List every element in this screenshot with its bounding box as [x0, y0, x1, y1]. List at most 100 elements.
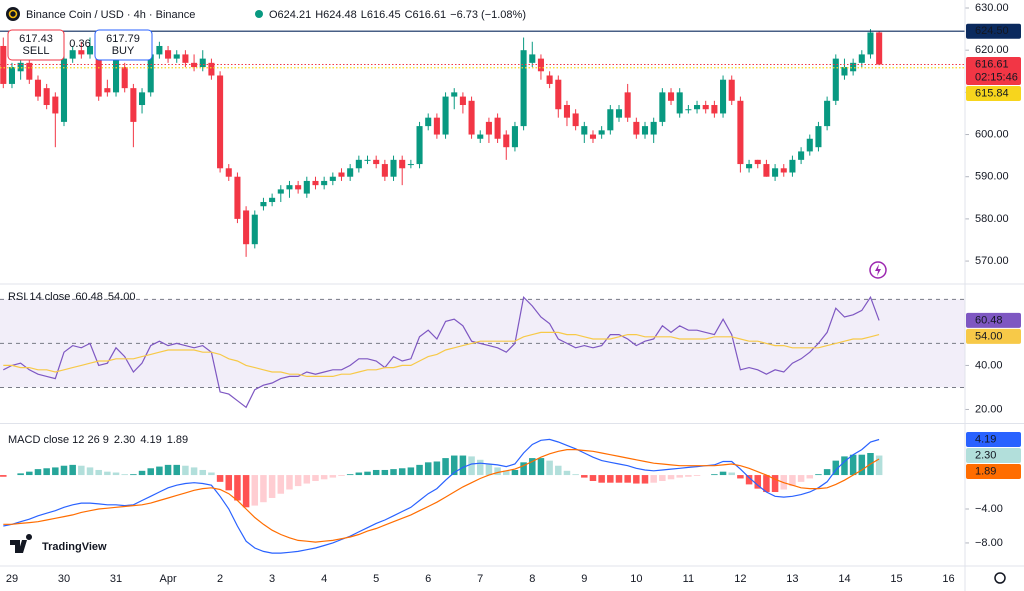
legend-text: 1.89	[167, 434, 188, 446]
candle-body	[624, 92, 631, 118]
candle-body	[876, 32, 883, 65]
candle-body	[156, 45, 163, 55]
histogram-bar	[52, 467, 59, 476]
histogram-bar	[43, 468, 50, 476]
candle-body	[563, 105, 570, 118]
price-tag	[966, 464, 1021, 480]
price-tag-label: 60.48	[975, 314, 1003, 326]
candle-body	[537, 58, 544, 72]
histogram-bar	[95, 469, 102, 476]
candle-body	[147, 54, 154, 93]
candle-body	[806, 138, 813, 152]
histogram-bar	[329, 475, 337, 478]
histogram-bar	[797, 475, 805, 482]
indicator-line	[3, 449, 880, 543]
candle-body	[95, 45, 102, 97]
candle-body	[789, 159, 796, 173]
brand-logo	[10, 534, 33, 553]
chart-title: Binance Coin / USD · 4h · Binance	[26, 9, 195, 21]
histogram-bar	[875, 455, 883, 476]
legend-text: H624.48	[315, 9, 357, 21]
histogram-bar	[771, 475, 779, 493]
histogram-bar	[173, 464, 180, 476]
histogram-bar	[355, 472, 363, 476]
histogram-bar	[728, 472, 735, 476]
histogram-bar	[529, 458, 536, 476]
histogram-bar	[823, 469, 831, 476]
candle-body	[555, 79, 562, 110]
histogram-bar	[754, 475, 761, 489]
price-tag-label: 4.19	[975, 433, 996, 445]
candle-body	[69, 50, 76, 59]
histogram-bar	[832, 460, 840, 476]
price-tag-label: 624.50	[975, 25, 1009, 37]
histogram-bar	[216, 475, 224, 482]
candle-body	[615, 109, 623, 118]
histogram-bar	[633, 475, 640, 484]
settings-icon[interactable]	[994, 572, 1006, 584]
x-tick-label: 15	[890, 573, 902, 585]
sell-button[interactable]	[7, 29, 65, 61]
histogram-bar	[34, 469, 42, 476]
candle-body	[485, 121, 492, 135]
candle-body	[34, 79, 42, 97]
histogram-bar	[641, 475, 649, 484]
candle-body	[763, 164, 770, 177]
y-tick-label: 630.00	[975, 2, 1009, 14]
histogram-bar	[607, 475, 614, 483]
x-tick-label: 4	[321, 573, 327, 585]
candle-body	[321, 180, 328, 186]
histogram-bar	[659, 475, 666, 481]
candle-body	[60, 58, 68, 122]
histogram-bar	[225, 475, 233, 491]
histogram-bar	[104, 471, 111, 476]
histogram-bar	[294, 475, 302, 487]
histogram-bar	[164, 464, 172, 476]
buy-button[interactable]	[94, 29, 153, 61]
candle-body	[676, 92, 683, 114]
histogram-bar	[208, 472, 215, 476]
candle-body	[451, 92, 458, 97]
price-tag	[966, 85, 1021, 101]
y-tick-label: −8.00	[975, 537, 1003, 549]
price-tag	[966, 312, 1021, 328]
histogram-bar	[650, 475, 657, 483]
histogram-bar	[78, 465, 85, 476]
candle-body	[798, 151, 805, 160]
x-tick-label: 14	[838, 573, 850, 585]
histogram-bar	[69, 464, 76, 476]
candle-body	[390, 159, 397, 177]
candle-body	[598, 130, 605, 135]
candle-body	[503, 134, 510, 148]
candle-body	[702, 105, 709, 110]
legend-text: O624.21	[269, 9, 311, 21]
candle-body	[407, 164, 414, 166]
histogram-bar	[242, 475, 250, 508]
histogram-bar	[520, 462, 527, 476]
histogram-bar	[0, 475, 7, 477]
candle-body	[173, 54, 180, 59]
histogram-bar	[849, 454, 857, 476]
legend-text: −6.73 (−1.08%)	[450, 9, 526, 21]
histogram-bar	[268, 475, 276, 498]
candle-body	[494, 117, 501, 139]
histogram-bar	[858, 454, 866, 476]
histogram-bar	[667, 475, 675, 480]
sell-price: 617.43	[19, 33, 53, 45]
buy-price: 617.79	[106, 33, 140, 45]
candle-body	[303, 180, 310, 194]
alert-icon[interactable]	[869, 261, 887, 279]
price-tag	[966, 23, 1021, 39]
candle-body	[260, 202, 267, 207]
price-tag	[966, 432, 1021, 448]
histogram-bar	[381, 469, 389, 476]
candle-body	[112, 58, 120, 93]
candle-body	[850, 62, 857, 72]
candle-body	[277, 189, 284, 194]
price-tag	[966, 448, 1021, 464]
candle-body	[0, 45, 7, 84]
histogram-bar	[555, 465, 562, 476]
histogram-bar	[234, 475, 241, 501]
